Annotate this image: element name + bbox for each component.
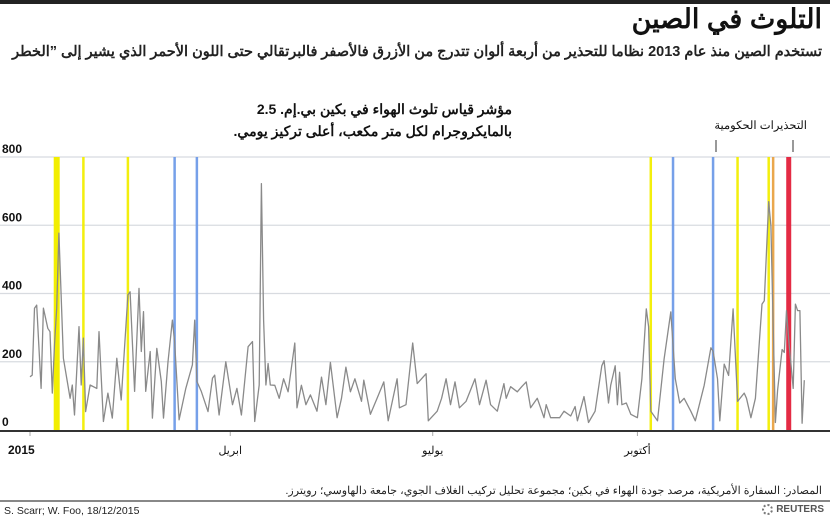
source-note: المصادر: السفارة الأمريكية، مرصد جودة ال… [285, 485, 822, 497]
series-annotation: مؤشر قياس تلوث الهواء في بكين بي.إم. 2.5… [234, 98, 512, 142]
y-tick-label: 0 [2, 415, 9, 429]
warning-line-yellow [767, 157, 770, 430]
footer-rule [0, 500, 830, 502]
x-tick-label: 2015 [8, 443, 35, 457]
reuters-logo: REUTERS [762, 504, 824, 515]
y-tick-label: 600 [2, 210, 22, 224]
reuters-logo-text: REUTERS [776, 504, 824, 515]
warning-line-blue [173, 157, 176, 430]
top-rule [0, 0, 830, 4]
warnings-label: التحذيرات الحكومية [714, 120, 807, 132]
warning-line-blue [671, 157, 675, 430]
warning-line-orange [771, 157, 775, 430]
reuters-logo-icon [762, 504, 774, 515]
annotation-line-2: بالمايكروجرام لكل متر مكعب، أعلى تركيز ي… [233, 123, 512, 139]
x-tick-label: ابريل [218, 445, 242, 457]
chart-title: التلوث في الصين [631, 4, 822, 34]
warning-line-yellow [126, 157, 130, 430]
pollution-chart: 0 200 400 600 800 2015 ابريل يوليو أكتوبر [0, 140, 830, 457]
pm25-series-line [29, 182, 805, 424]
warning-line-yellow [649, 157, 653, 430]
warning-line-yellow [736, 157, 739, 430]
warning-line-blue [195, 157, 199, 430]
y-tick-label: 400 [2, 279, 22, 293]
annotation-line-1: مؤشر قياس تلوث الهواء في بكين بي.إم. 2.5 [256, 101, 512, 117]
x-tick-label: يوليو [421, 445, 443, 457]
chart-subtitle: تستخدم الصين منذ عام 2013 نظاما للتحذير … [12, 44, 822, 60]
x-tick-label: أكتوبر [623, 443, 650, 457]
warning-line-yellow [82, 157, 85, 430]
warning-line-blue [711, 157, 715, 430]
y-tick-label: 200 [2, 347, 22, 361]
warning-line-red [786, 157, 792, 430]
credit: S. Scarr; W. Foo, 18/12/2015 [4, 505, 140, 517]
y-tick-label: 800 [2, 142, 22, 156]
